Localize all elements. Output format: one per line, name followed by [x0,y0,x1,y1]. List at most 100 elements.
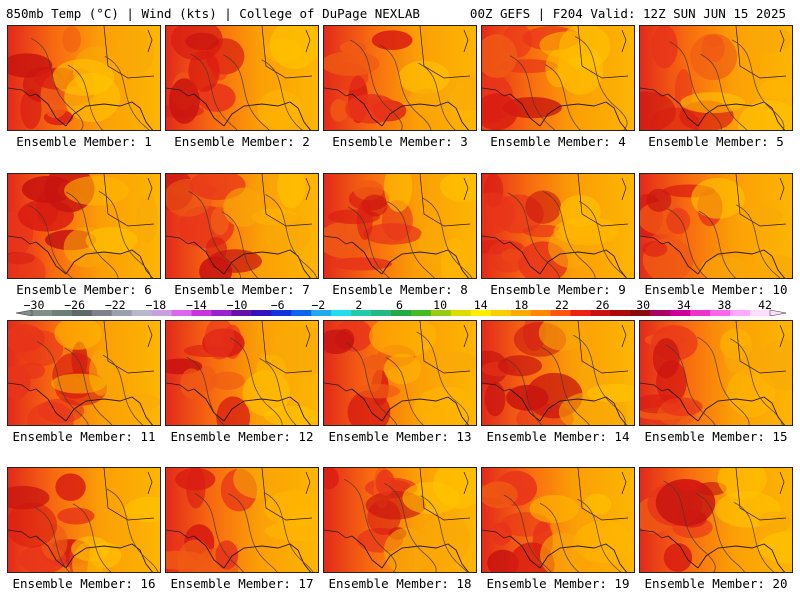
height-contour [577,498,621,572]
colorbar-swatch [630,310,651,316]
mild-region-blob [680,92,746,114]
height-contour [265,194,318,278]
height-contour [505,358,543,425]
ensemble-map-panel [639,467,793,573]
height-contour [735,204,781,278]
height-contour [669,41,722,130]
temperature-field-map [640,321,792,425]
warm-anomaly-blob [525,190,562,224]
mild-region-blob [724,344,768,376]
temperature-field-map [482,321,634,425]
warm-anomaly-blob [27,401,74,425]
colorbar-tick-label: 26 [595,298,610,312]
colorbar-swatch [291,310,312,316]
ensemble-map-panel [481,467,635,573]
colorbar-swatch [351,310,372,316]
temperature-field-map [640,26,792,130]
colorbar-swatch [530,310,552,316]
height-contour [384,483,437,572]
height-contour [667,208,708,278]
coastline [193,93,311,130]
warm-anomaly-blob [8,251,46,278]
colorbar-swatch [91,310,113,316]
warm-anomaly-blob [324,468,339,490]
ensemble-member-label: Ensemble Member: 17 [170,576,314,591]
mild-region-blob [700,255,749,278]
warm-anomaly-blob [55,473,86,502]
coastline [193,535,311,572]
colorbar-swatch [211,310,232,316]
height-contour [543,191,596,278]
coastline [509,535,627,572]
warm-anomaly-blob [175,468,216,491]
height-contour [539,502,580,572]
warm-anomaly-blob [677,479,703,492]
warm-anomaly-blob [332,257,392,271]
temperature-field-map [324,321,476,425]
state-borders [482,468,629,539]
state-borders [640,321,787,392]
state-borders [324,26,471,97]
ensemble-map-panel [7,467,161,573]
colorbar-tick-label: 6 [396,298,403,312]
temperature-field-map [8,26,160,130]
colorbar-tick-label: 10 [433,298,448,312]
warm-anomaly-blob [701,34,725,63]
ensemble-member-label: Ensemble Member: 12 [170,429,314,444]
colorbar-swatch [111,310,133,316]
colorbar-swatch [271,310,292,316]
warm-anomaly-blob [204,321,235,360]
height-contour [697,336,750,425]
colorbar-swatch [490,310,512,316]
colorbar-swatch [470,310,492,316]
colorbar-swatch [750,310,771,316]
height-contour [733,502,775,572]
mild-region-blob [759,80,792,100]
temperature-field-map [8,174,160,278]
warm-anomaly-blob [652,338,680,379]
height-contour [418,62,456,130]
warm-anomaly-blob [185,32,220,51]
coastline [509,241,627,278]
colorbar-swatch [590,310,611,316]
colorbar-tick-label: −2 [311,298,326,312]
ensemble-map-panel [639,173,793,279]
ensemble-member-label: Ensemble Member: 16 [12,576,156,591]
temperature-field-map [324,468,476,572]
warm-anomaly-blob [663,543,693,572]
height-contour [729,338,783,425]
temperature-field-map [324,174,476,278]
colorbar-swatch [670,310,691,316]
warm-anomaly-blob [482,93,518,130]
height-contour [30,37,84,130]
mild-region-blob [277,174,306,209]
coastline [667,93,785,130]
warm-anomaly-blob [8,366,31,399]
mild-region-blob [745,26,792,54]
mild-region-blob [586,383,634,403]
colorbar-tick-label: 22 [555,298,569,312]
warm-anomaly-blob [188,50,220,92]
temperature-field-map [166,321,318,425]
colorbar-swatch [32,310,53,316]
ensemble-member-label: Ensemble Member: 19 [486,576,630,591]
colorbar-swatch [450,310,472,316]
coastline [667,535,785,572]
height-contour [72,503,112,572]
mild-region-blob [223,187,263,228]
ensemble-map-panel [323,25,477,131]
mild-region-blob [539,31,598,59]
colorbar-tick-label: −6 [270,298,285,312]
colorbar-tick-label: 2 [355,298,363,312]
mild-region-blob [757,511,791,533]
state-borders [482,26,629,97]
ensemble-member-label: Ensemble Member: 18 [328,576,472,591]
height-contour [350,39,403,130]
height-contour [509,55,555,130]
colorbar-tick-label: 42 [758,298,772,312]
warm-anomaly-blob [649,107,700,130]
height-contour [573,334,626,425]
mild-region-blob [292,507,318,526]
colorbar-swatch [131,310,153,316]
height-contour [34,507,70,572]
